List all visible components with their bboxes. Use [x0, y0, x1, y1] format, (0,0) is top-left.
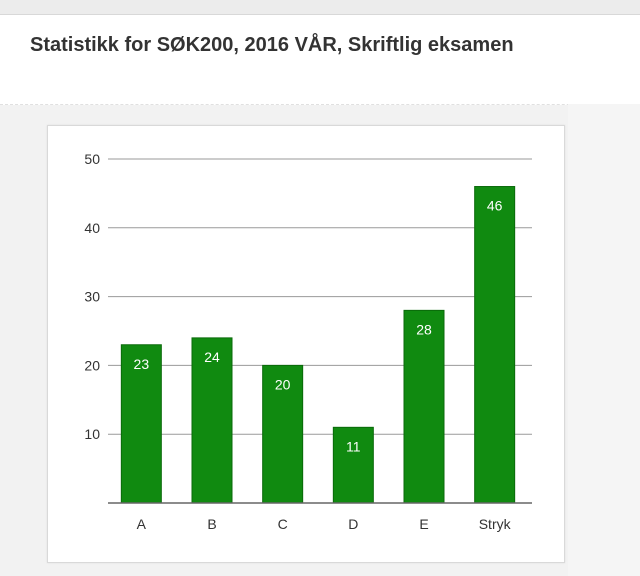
x-tick-label-stryk: Stryk	[479, 516, 512, 532]
browser-top-strip	[0, 0, 640, 15]
chart-card: 10 20 30 40 50 23 24 20 11 28 46 A B C D E Stryk	[47, 125, 565, 563]
bar-d	[332, 426, 374, 504]
page-header: Statistikk for SØK200, 2016 VÅR, Skriftl…	[0, 0, 640, 105]
y-tick-label: 10	[84, 426, 100, 442]
right-margin	[568, 104, 640, 576]
y-tick-label: 40	[84, 220, 100, 236]
x-tick-label-a: A	[137, 516, 147, 532]
bar-stryk	[474, 186, 516, 504]
x-tick-label-e: E	[419, 516, 428, 532]
bar-e	[403, 309, 445, 504]
x-axis-ticks: A B C D E Stryk	[137, 516, 512, 532]
y-tick-label: 50	[84, 151, 100, 167]
data-label-b: 24	[204, 349, 220, 365]
gridlines	[108, 158, 532, 435]
bar-a	[120, 344, 162, 504]
page-title: Statistikk for SØK200, 2016 VÅR, Skriftl…	[30, 34, 514, 56]
data-label-a: 23	[134, 356, 150, 372]
data-label-c: 20	[275, 376, 291, 392]
data-label-stryk: 46	[487, 198, 503, 214]
data-label-d: 11	[346, 438, 361, 454]
bar-c	[262, 364, 304, 504]
x-tick-label-d: D	[348, 516, 358, 532]
y-tick-label: 30	[84, 289, 100, 305]
bars: 23 24 20 11 28 46	[120, 186, 516, 504]
data-label-e: 28	[416, 321, 432, 337]
x-tick-label-b: B	[207, 516, 216, 532]
y-axis-ticks: 10 20 30 40 50	[84, 151, 100, 442]
x-tick-label-c: C	[278, 516, 288, 532]
y-tick-label: 20	[84, 357, 100, 373]
bar-chart: 10 20 30 40 50 23 24 20 11 28 46 A B C D E Stryk	[84, 151, 532, 532]
